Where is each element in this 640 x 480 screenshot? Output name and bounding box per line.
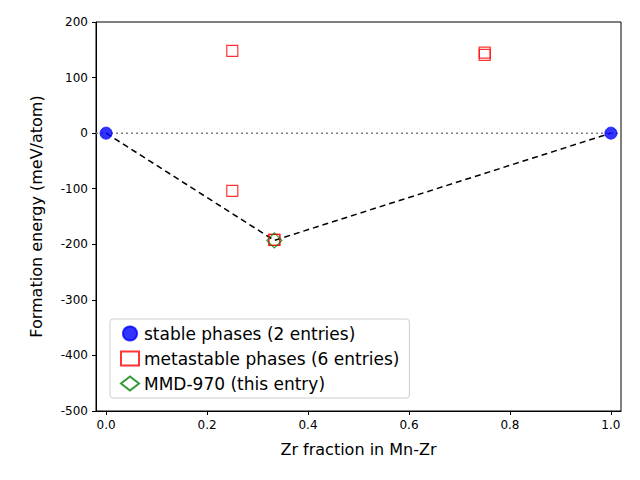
svg-text:100: 100 <box>65 71 88 85</box>
svg-text:200: 200 <box>65 15 88 29</box>
svg-text:MMD-970 (this entry): MMD-970 (this entry) <box>144 374 325 394</box>
svg-text:0.8: 0.8 <box>500 418 519 432</box>
svg-text:Zr fraction in Mn-Zr: Zr fraction in Mn-Zr <box>280 440 437 459</box>
svg-text:0.4: 0.4 <box>298 418 317 432</box>
svg-text:0: 0 <box>80 126 88 140</box>
svg-text:-200: -200 <box>61 237 88 251</box>
svg-text:1.0: 1.0 <box>601 418 620 432</box>
svg-text:-500: -500 <box>61 404 88 418</box>
svg-text:stable phases (2 entries): stable phases (2 entries) <box>144 324 355 344</box>
svg-text:0.6: 0.6 <box>399 418 418 432</box>
svg-text:-400: -400 <box>61 348 88 362</box>
svg-text:-100: -100 <box>61 182 88 196</box>
svg-text:-300: -300 <box>61 293 88 307</box>
svg-text:0.2: 0.2 <box>198 418 217 432</box>
svg-text:Formation energy (meV/atom): Formation energy (meV/atom) <box>27 95 46 337</box>
svg-text:metastable phases (6 entries): metastable phases (6 entries) <box>144 349 399 369</box>
svg-text:0.0: 0.0 <box>97 418 116 432</box>
